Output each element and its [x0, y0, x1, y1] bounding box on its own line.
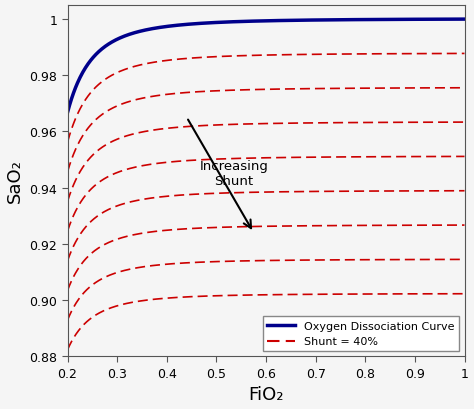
Y-axis label: SaO₂: SaO₂: [6, 159, 24, 203]
Legend: Oxygen Dissociation Curve, Shunt = 40%: Oxygen Dissociation Curve, Shunt = 40%: [263, 317, 459, 351]
Text: Increasing
Shunt: Increasing Shunt: [200, 160, 268, 188]
X-axis label: FiO₂: FiO₂: [248, 386, 284, 403]
